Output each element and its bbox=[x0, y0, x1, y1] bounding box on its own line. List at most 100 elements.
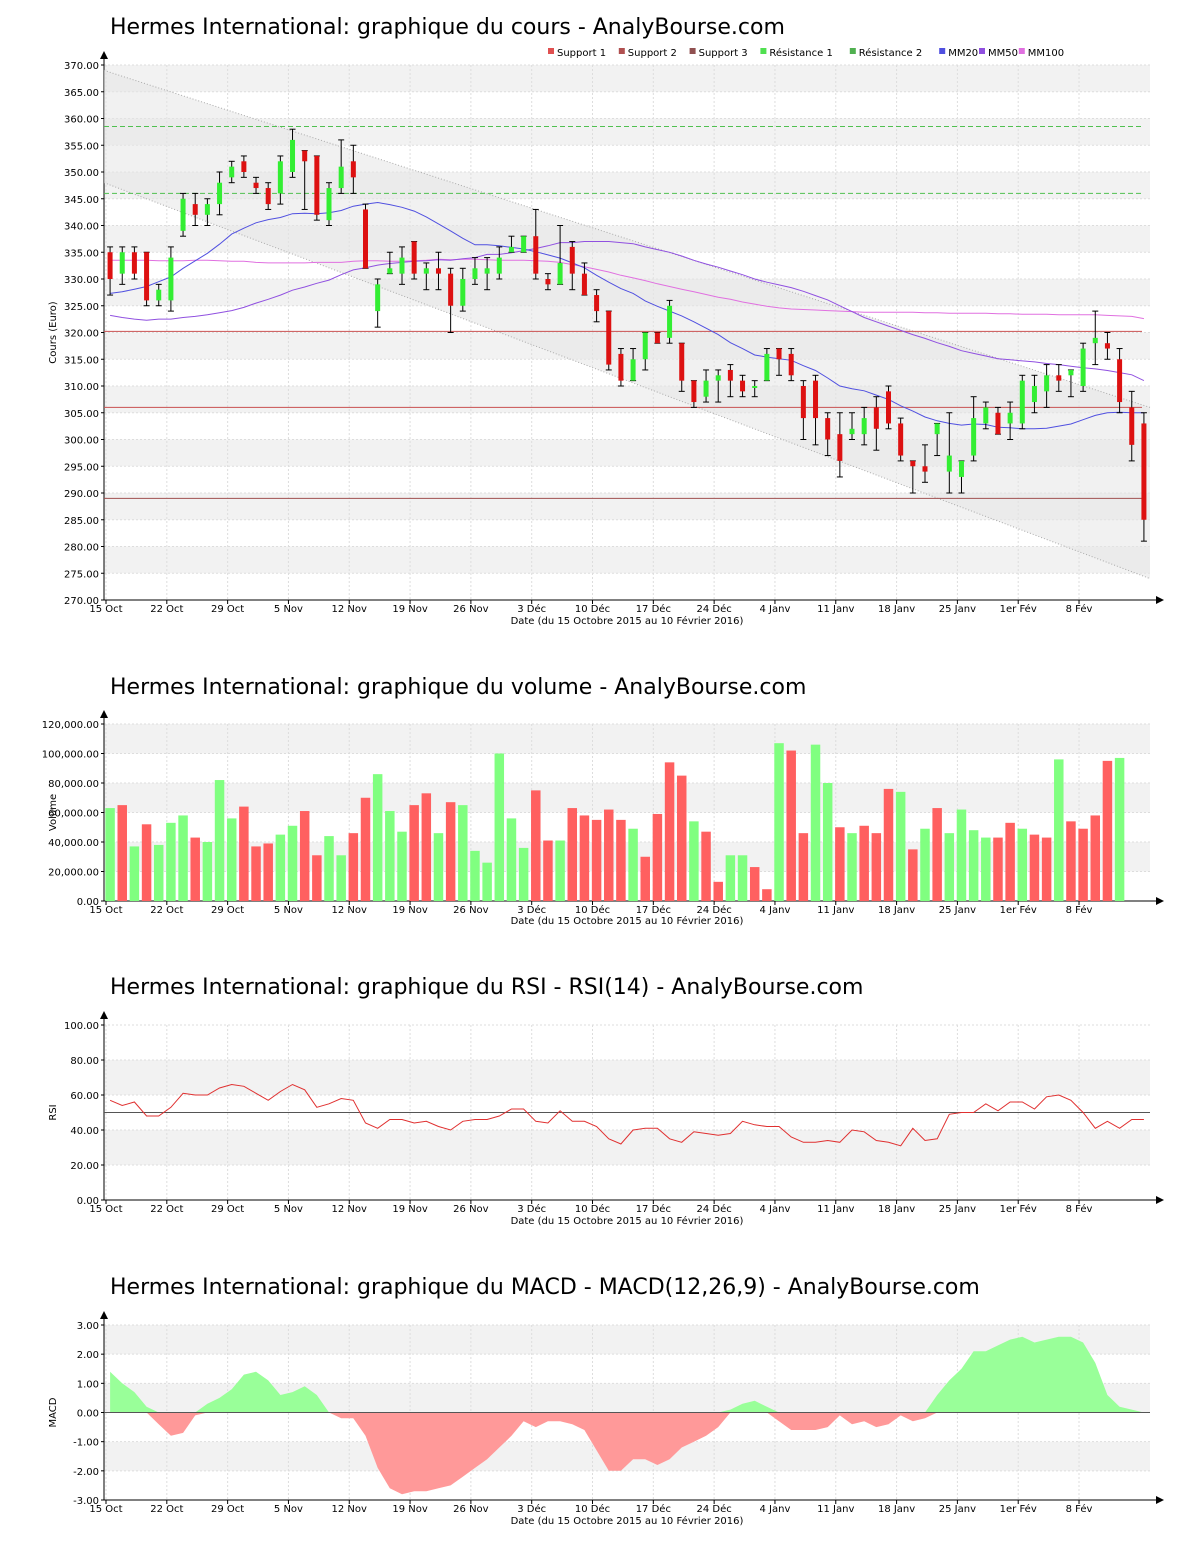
x-tick-label: 8 Fév bbox=[1066, 1203, 1093, 1215]
legend-item-label: Résistance 2 bbox=[859, 47, 922, 59]
volume-bar bbox=[664, 762, 675, 901]
x-tick-label: 17 Déc bbox=[636, 603, 671, 615]
grid-band bbox=[104, 842, 1150, 872]
volume-bar bbox=[944, 833, 955, 901]
legend-swatch bbox=[849, 48, 856, 54]
x-tick-label: 15 Oct bbox=[89, 604, 122, 615]
candle-body-up bbox=[326, 188, 332, 221]
y-tick-label: 40.00 bbox=[70, 1126, 99, 1137]
grid-band bbox=[104, 1165, 1150, 1200]
grid-band bbox=[104, 1325, 1150, 1355]
x-tick-label: 12 Nov bbox=[332, 604, 368, 615]
volume-bar bbox=[543, 840, 553, 901]
candle-body-down bbox=[192, 204, 198, 215]
y-tick-label: 275.00 bbox=[64, 569, 99, 580]
volume-bar bbox=[360, 797, 371, 901]
candle-body-down bbox=[837, 434, 843, 461]
candle-body-down bbox=[995, 412, 1001, 435]
volume-bar bbox=[336, 855, 346, 901]
candle-body-up bbox=[934, 423, 940, 435]
volume-bar bbox=[689, 821, 699, 901]
y-tick-label: 355.00 bbox=[64, 141, 99, 152]
volume-bar bbox=[908, 849, 918, 901]
x-tick-label: 17 Déc bbox=[636, 1203, 671, 1215]
x-tick-label: 26 Nov bbox=[453, 1504, 489, 1515]
x-tick-label: 1er Fév bbox=[1000, 603, 1037, 615]
candle-body-up bbox=[229, 166, 235, 178]
legend-item-label: Support 1 bbox=[557, 48, 606, 59]
legend-item-label: Résistance 1 bbox=[769, 47, 832, 59]
x-tick-label: 29 Oct bbox=[211, 1204, 244, 1215]
macd-area-negative bbox=[110, 1412, 1144, 1495]
volume-bar bbox=[494, 753, 505, 901]
grid-band bbox=[104, 546, 1150, 574]
candle-body-up bbox=[667, 305, 673, 338]
candle-body-down bbox=[1141, 423, 1147, 520]
legend-swatch bbox=[760, 48, 767, 54]
y-tick-label: -3.00 bbox=[73, 1496, 99, 1507]
grid-band bbox=[104, 724, 1150, 754]
volume-bar bbox=[251, 846, 261, 901]
candle-body-up bbox=[1092, 337, 1098, 344]
x-axis-title: Date (du 15 Octobre 2015 au 10 Février 2… bbox=[511, 1515, 744, 1527]
x-tick-label: 5 Nov bbox=[274, 905, 303, 916]
candle-body-down bbox=[411, 241, 417, 274]
volume-bar bbox=[822, 783, 833, 901]
candle-body-down bbox=[533, 236, 539, 274]
y-tick-label: 0.00 bbox=[77, 897, 99, 908]
candle-body-up bbox=[204, 204, 210, 215]
volume-bar bbox=[1066, 821, 1076, 901]
x-tick-label: 29 Oct bbox=[211, 905, 244, 916]
candle-body-down bbox=[131, 252, 137, 274]
candle-body-up bbox=[290, 139, 296, 172]
x-axis-title: Date (du 15 Octobre 2015 au 10 Février 2… bbox=[511, 615, 744, 627]
y-tick-label: 40,000.00 bbox=[48, 838, 99, 849]
grid-band bbox=[104, 871, 1150, 901]
x-tick-label: 4 Janv bbox=[760, 1504, 791, 1515]
y-tick-label: 280.00 bbox=[64, 543, 99, 554]
x-tick-label: 17 Déc bbox=[636, 904, 671, 916]
grid-band bbox=[104, 812, 1150, 842]
volume-bar bbox=[810, 744, 821, 901]
volume-bar bbox=[141, 824, 152, 901]
y-axis-arrow bbox=[100, 1311, 108, 1319]
y-tick-label: 0.00 bbox=[77, 1196, 99, 1207]
y-tick-label: 305.00 bbox=[64, 409, 99, 420]
candle-body-up bbox=[460, 279, 466, 306]
legend-item-label: MM50 bbox=[988, 48, 1018, 59]
x-tick-label: 15 Oct bbox=[89, 1204, 122, 1215]
volume-bar bbox=[1102, 760, 1113, 901]
volume-bar bbox=[214, 780, 225, 901]
x-tick-label: 24 Déc bbox=[697, 904, 732, 916]
x-tick-label: 19 Nov bbox=[392, 1204, 428, 1215]
legend-swatch bbox=[618, 48, 625, 54]
x-tick-label: 18 Janv bbox=[878, 1504, 915, 1515]
y-tick-label: 20,000.00 bbox=[48, 868, 99, 879]
candle-body-down bbox=[1129, 407, 1135, 445]
volume-bar bbox=[920, 828, 930, 901]
x-tick-label: 22 Oct bbox=[150, 905, 183, 916]
volume-bar bbox=[531, 790, 541, 901]
candle-body-down bbox=[800, 386, 806, 419]
chart-panel-2: Hermes International: graphique du RSI -… bbox=[48, 975, 1164, 1227]
y-tick-label: 100.00 bbox=[64, 1021, 99, 1032]
y-tick-label: 320.00 bbox=[64, 329, 99, 340]
x-tick-label: 1er Fév bbox=[1000, 904, 1037, 916]
chart-title: Hermes International: graphique du MACD … bbox=[110, 1275, 980, 1300]
candle-body-up bbox=[642, 332, 648, 360]
candle-body-down bbox=[898, 423, 904, 456]
volume-bar bbox=[385, 811, 395, 901]
candle-body-down bbox=[922, 466, 928, 472]
volume-bar bbox=[993, 837, 1003, 901]
x-tick-label: 11 Janv bbox=[817, 604, 854, 615]
x-tick-label: 5 Nov bbox=[274, 1204, 303, 1215]
y-axis-arrow bbox=[100, 710, 108, 718]
x-tick-label: 18 Janv bbox=[878, 1204, 915, 1215]
x-tick-label: 15 Oct bbox=[89, 905, 122, 916]
grid-band bbox=[104, 1130, 1150, 1165]
legend-swatch bbox=[939, 48, 946, 54]
x-tick-label: 15 Oct bbox=[89, 1504, 122, 1515]
y-tick-label: 340.00 bbox=[64, 222, 99, 233]
volume-bar bbox=[1078, 828, 1088, 901]
legend-swatch bbox=[548, 48, 554, 54]
